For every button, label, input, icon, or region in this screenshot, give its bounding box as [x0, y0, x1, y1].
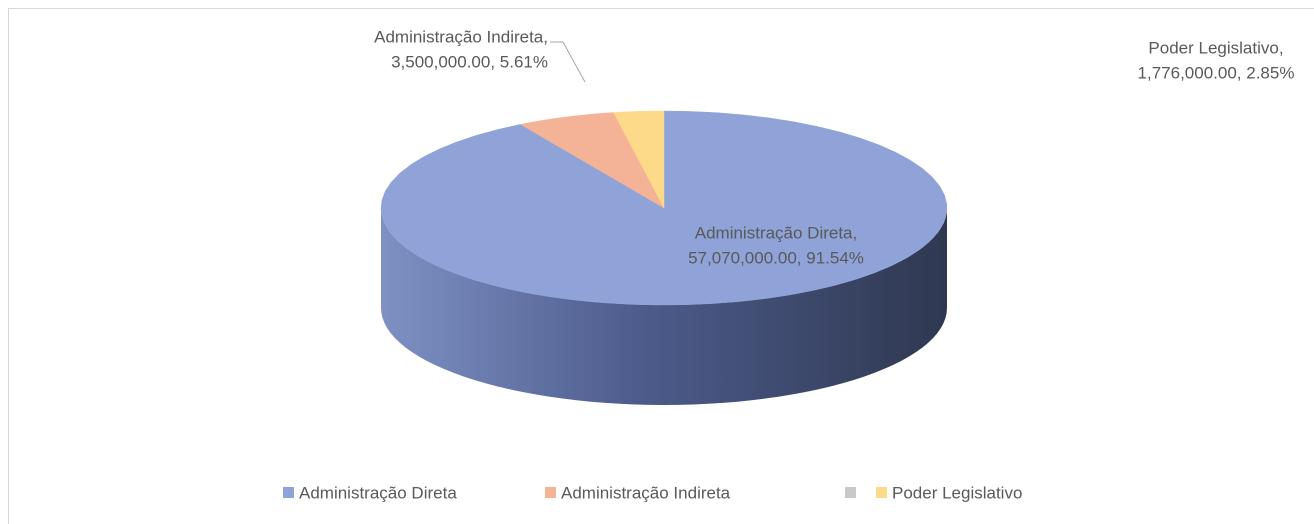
data-label: Poder Legislativo, — [1148, 38, 1283, 57]
data-label: 3,500,000.00, 5.61% — [391, 52, 548, 71]
data-label: Administração Indireta, — [374, 27, 548, 46]
leader-line — [550, 41, 586, 83]
slice — [613, 110, 665, 209]
legend-swatch — [545, 487, 556, 498]
legend-swatch — [283, 487, 294, 498]
legend-swatch — [845, 487, 856, 498]
slice-side — [381, 208, 947, 405]
legend-label: Poder Legislativo — [892, 483, 1022, 502]
data-label: 1,776,000.00, 2.85% — [1138, 63, 1295, 82]
data-label: Administração Direta, — [695, 223, 858, 242]
legend-swatch — [876, 487, 887, 498]
chart-frame — [8, 8, 1314, 524]
legend-label: Administração Indireta — [561, 483, 731, 502]
data-label: 57,070,000.00, 91.54% — [688, 248, 864, 267]
slice — [519, 112, 665, 209]
legend-label: Administração Direta — [299, 483, 457, 502]
